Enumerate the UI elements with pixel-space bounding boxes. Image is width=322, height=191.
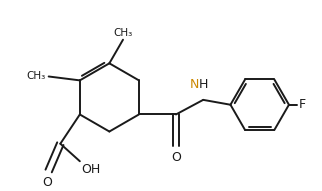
Text: CH₃: CH₃ [26,71,46,82]
Text: O: O [43,176,52,189]
Text: F: F [299,98,306,111]
Text: OH: OH [81,163,100,176]
Text: CH₃: CH₃ [113,28,133,38]
Text: O: O [171,151,181,163]
Text: H: H [198,78,208,91]
Text: N: N [190,78,199,91]
